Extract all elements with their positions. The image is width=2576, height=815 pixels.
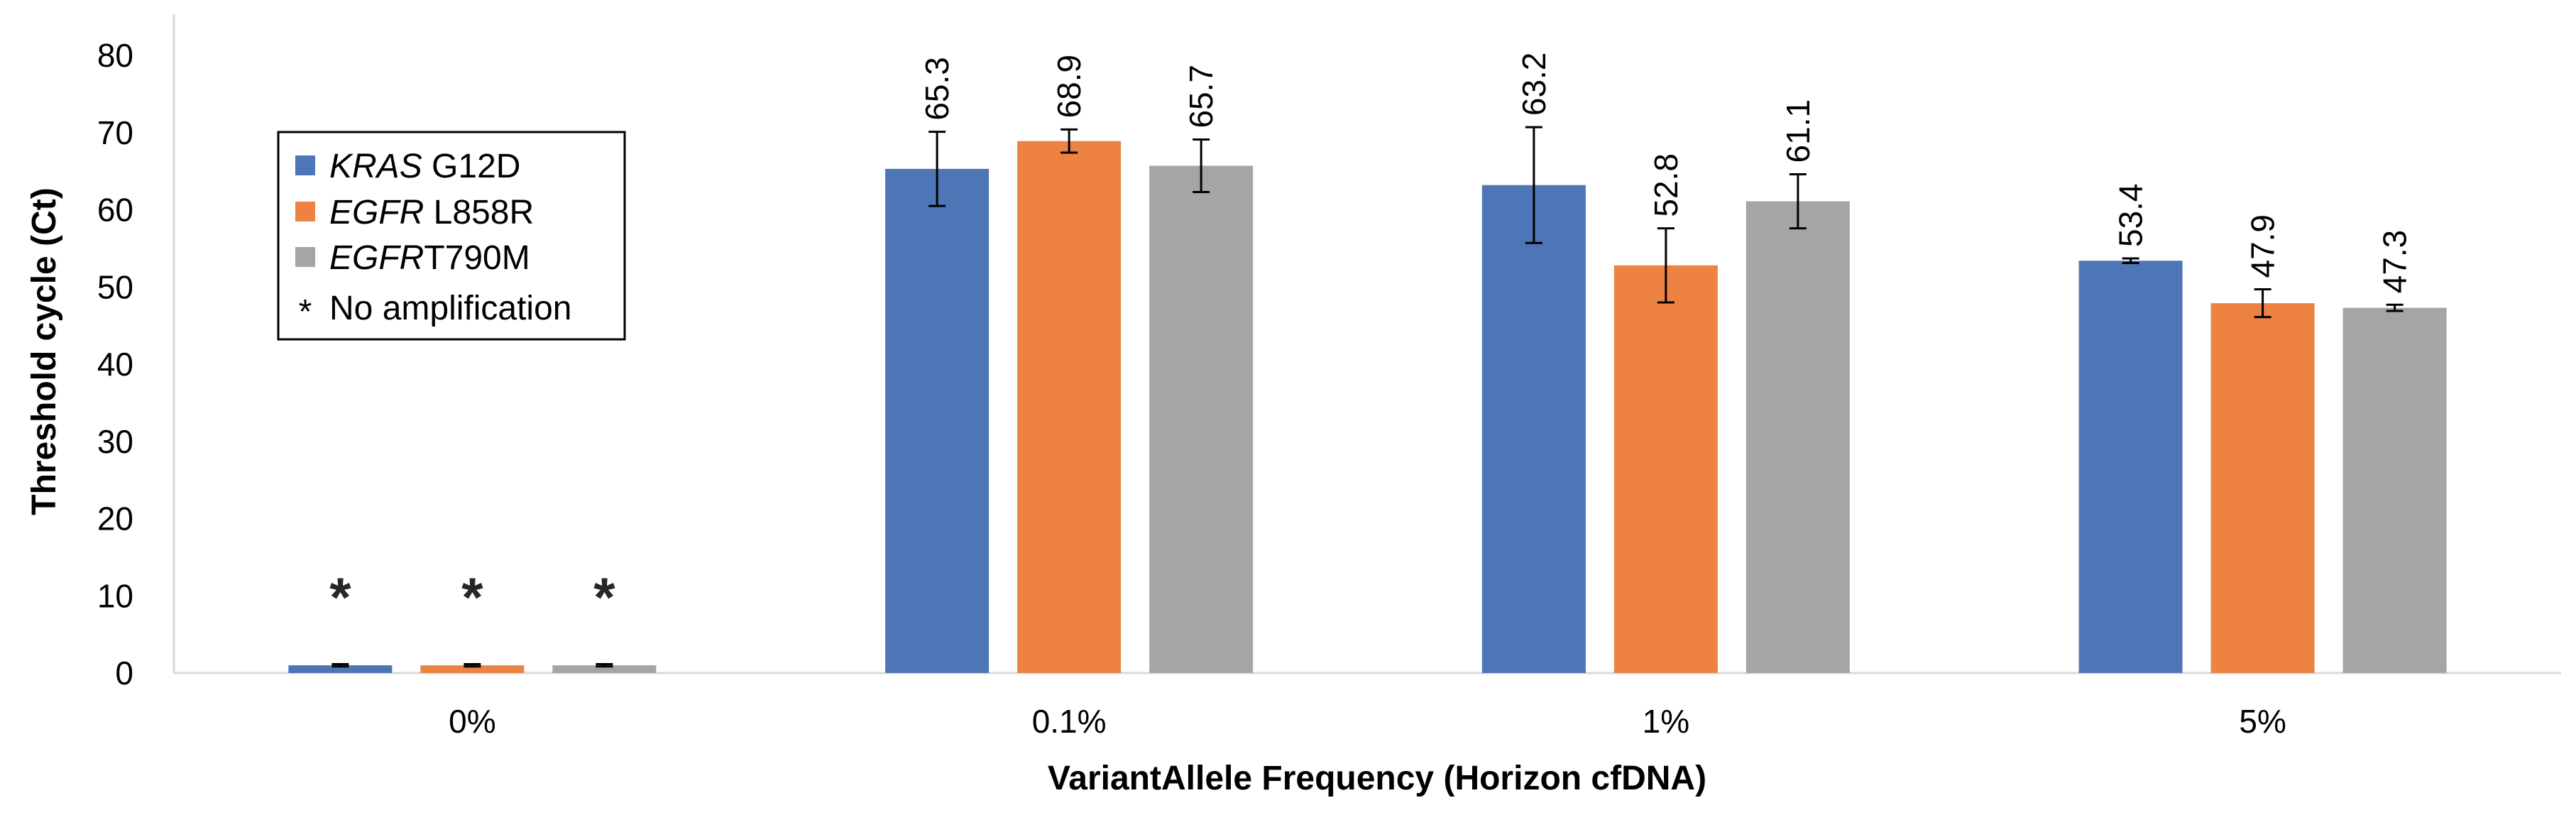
- legend-note-text: No amplification: [329, 290, 571, 327]
- data-label: 47.9: [2245, 214, 2281, 278]
- data-label: 61.1: [1780, 99, 1816, 163]
- legend-entry: EGFRT790M: [329, 239, 530, 277]
- axes: 0 10 20 30 40 50 60 70 80 0% 0.1% 1% 5%: [97, 14, 2561, 740]
- legend: KRAS G12D EGFR L858R EGFRT790M * No amplific…: [277, 131, 626, 341]
- error-bar: [928, 131, 946, 207]
- error-bar: [596, 662, 613, 668]
- y-tick-label: 10: [97, 577, 133, 614]
- data-label: 47.3: [2377, 230, 2413, 294]
- legend-note-symbol: *: [299, 293, 312, 331]
- y-tick-label: 50: [97, 268, 133, 305]
- data-label: 63.2: [1516, 53, 1552, 116]
- bar: [1481, 185, 1586, 673]
- bar: [288, 665, 393, 673]
- x-tick-label: 5%: [2239, 703, 2286, 740]
- legend-swatch: [295, 155, 315, 175]
- y-tick-label: 70: [97, 114, 133, 151]
- x-tick-label: 1%: [1643, 703, 1689, 740]
- error-bar: [2254, 288, 2271, 319]
- y-tick-label: 0: [115, 655, 133, 691]
- bar: [1613, 265, 1718, 673]
- bar: [2210, 303, 2315, 673]
- y-tick-label: 80: [97, 37, 133, 74]
- x-axis-title: VariantAllele Frequency (Horizon cfDNA): [1048, 760, 1706, 797]
- error-bar: [331, 662, 349, 668]
- legend-swatch: [295, 202, 315, 221]
- bars: [288, 126, 2447, 674]
- error-bar: [1193, 138, 1210, 193]
- legend-entry: KRAS G12D: [329, 148, 520, 185]
- error-bar: [464, 662, 481, 668]
- data-label: 65.7: [1183, 65, 1220, 128]
- data-label: 68.9: [1051, 55, 1087, 119]
- bar: [1745, 201, 1850, 674]
- bar: [552, 665, 657, 673]
- bar: [2078, 261, 2183, 673]
- x-tick-label: 0.1%: [1032, 703, 1107, 740]
- legend-swatch: [295, 247, 315, 267]
- no-amplification-marker: *: [593, 566, 615, 628]
- x-tick-label: 0%: [449, 703, 495, 740]
- error-bar: [2122, 257, 2139, 265]
- bar: [1017, 141, 1122, 673]
- legend-entry: EGFR L858R: [329, 194, 534, 231]
- error-bar: [1525, 126, 1542, 244]
- bar: [420, 665, 525, 673]
- error-bar: [1657, 227, 1675, 304]
- data-label: 53.4: [2112, 183, 2149, 247]
- y-tick-label: 20: [97, 501, 133, 537]
- legend-box: [277, 131, 626, 341]
- y-tick-label: 30: [97, 423, 133, 460]
- bar: [885, 168, 990, 674]
- error-bar: [2386, 303, 2404, 312]
- y-tick-label: 40: [97, 346, 133, 383]
- no-amplification-marker: *: [329, 566, 351, 628]
- bar: [1149, 165, 1254, 673]
- error-bar: [1060, 128, 1078, 154]
- y-axis-title: Threshold cycle (Ct): [26, 187, 63, 515]
- data-labels: * * * 65.3 68.9 65.7 63.2 52.8 61.1 53.4 47.9 47.3: [329, 53, 2413, 628]
- data-label: 65.3: [919, 57, 955, 121]
- y-tick-label: 60: [97, 192, 133, 229]
- no-amplification-marker: *: [461, 566, 483, 628]
- error-bar: [1789, 173, 1807, 230]
- data-label: 52.8: [1648, 153, 1684, 217]
- bar: [2342, 307, 2447, 673]
